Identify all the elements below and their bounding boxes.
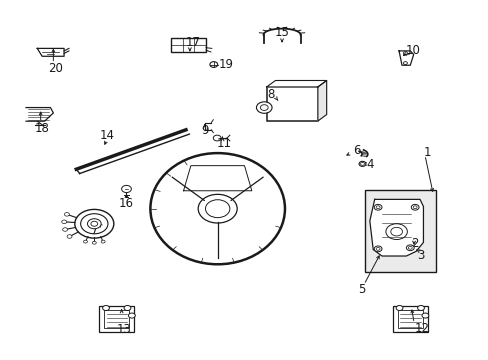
Text: 9: 9 (201, 124, 208, 137)
Bar (104, 310, 129, 328)
Polygon shape (37, 48, 64, 56)
Polygon shape (183, 166, 251, 191)
Circle shape (373, 204, 381, 210)
Circle shape (87, 219, 101, 229)
Text: 11: 11 (216, 136, 231, 149)
Circle shape (410, 204, 418, 210)
Circle shape (256, 102, 271, 113)
Polygon shape (369, 199, 423, 256)
Text: 1: 1 (423, 145, 430, 158)
Circle shape (83, 240, 87, 243)
Circle shape (417, 306, 424, 311)
Circle shape (124, 306, 131, 311)
Text: 7: 7 (90, 224, 98, 238)
Text: 20: 20 (48, 62, 62, 75)
Text: 4: 4 (366, 158, 373, 171)
Circle shape (102, 306, 109, 311)
Text: 5: 5 (357, 283, 365, 296)
Text: 6: 6 (352, 144, 360, 157)
Text: 16: 16 (119, 197, 134, 210)
Circle shape (75, 210, 114, 238)
Circle shape (92, 241, 96, 244)
Bar (365, 190, 435, 272)
Text: 10: 10 (405, 44, 419, 57)
Polygon shape (266, 81, 326, 87)
Text: 8: 8 (267, 88, 274, 101)
Polygon shape (317, 81, 326, 121)
Circle shape (373, 246, 381, 252)
Text: 12: 12 (413, 322, 428, 335)
Text: 14: 14 (99, 129, 114, 142)
Text: 19: 19 (219, 58, 234, 71)
Circle shape (62, 228, 67, 231)
Bar (170, 38, 205, 52)
Bar (266, 87, 317, 121)
Circle shape (358, 161, 365, 166)
Circle shape (64, 212, 69, 216)
Circle shape (421, 313, 428, 318)
Text: 17: 17 (185, 36, 201, 49)
Circle shape (395, 306, 402, 311)
Circle shape (128, 313, 135, 318)
Circle shape (101, 240, 105, 243)
Polygon shape (398, 51, 413, 65)
Circle shape (122, 185, 131, 193)
Bar (392, 306, 427, 332)
Text: 15: 15 (274, 27, 289, 40)
Text: 13: 13 (116, 323, 131, 336)
Circle shape (67, 235, 72, 238)
Bar (397, 310, 422, 328)
Circle shape (61, 220, 66, 224)
Text: 2: 2 (410, 237, 418, 250)
Text: 3: 3 (416, 249, 424, 262)
Bar (99, 306, 134, 332)
Polygon shape (26, 108, 53, 121)
Text: 18: 18 (35, 122, 49, 135)
Polygon shape (358, 150, 367, 157)
Circle shape (406, 245, 413, 251)
Circle shape (209, 62, 217, 67)
